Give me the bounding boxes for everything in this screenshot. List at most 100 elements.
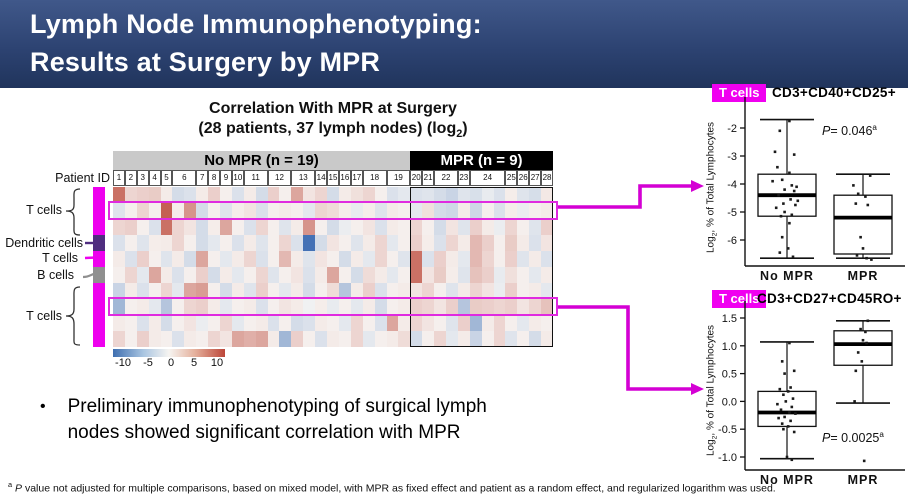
heatmap-cell — [160, 187, 173, 203]
heatmap-subtitle-close: ) — [462, 120, 468, 137]
heatmap-cell — [493, 331, 506, 347]
heatmap-cell — [208, 267, 221, 283]
heatmap-cell — [362, 219, 376, 235]
heatmap-cell — [184, 315, 197, 331]
heatmap-cell — [481, 331, 495, 347]
patient-box: 23 — [457, 170, 470, 186]
heatmap-cell — [184, 251, 197, 267]
heatmap-cell — [422, 299, 435, 315]
heatmap-cell — [267, 235, 280, 251]
heatmap-cell — [231, 203, 245, 219]
heatmap-title: Correlation With MPR at Surgery — [209, 100, 457, 117]
heatmap-cell — [374, 267, 387, 283]
heatmap-cell — [231, 299, 245, 315]
heatmap-cell — [291, 235, 304, 251]
svg-text:-5: -5 — [727, 207, 737, 219]
row-group-colorbar — [93, 187, 105, 347]
axes: 1.5 1.0 0.5 0.0 -0.5 -1.0 — [718, 301, 905, 471]
heatmap-cell — [124, 235, 138, 251]
heatmap-cell — [374, 331, 387, 347]
heatmap-grid[interactable] — [113, 187, 554, 347]
heatmap-cell — [457, 299, 471, 315]
heatmap-cell — [231, 235, 245, 251]
heatmap-cell — [208, 219, 221, 235]
patient-box: 18 — [362, 170, 387, 186]
heatmap-cell — [184, 283, 197, 299]
tcells-chip-bottom: T cells — [712, 290, 767, 308]
heatmap-cell — [172, 267, 185, 283]
patient-box: 9 — [220, 170, 232, 186]
heatmap-cell — [481, 267, 495, 283]
heatmap-cell — [386, 267, 399, 283]
heatmap-cell — [231, 283, 245, 299]
patient-id-row: 1 2 3 4 5 6 7 8 9 10 11 12 13 14 15 16 17 18 19 20 21 22 23 24 2… — [113, 170, 553, 187]
heatmap-cell — [160, 235, 173, 251]
heatmap-cell — [160, 267, 173, 283]
heatmap-cell — [505, 235, 518, 251]
heatmap-cell — [267, 299, 280, 315]
boxplot-canvas-top[interactable]: -2 -3 -4 -5 -6 — [700, 83, 908, 271]
heatmap-cell — [279, 235, 292, 251]
heatmap-cell — [338, 187, 352, 203]
heatmap-cell — [386, 283, 399, 299]
heatmap-cell — [517, 283, 530, 299]
heatmap-cell — [422, 235, 435, 251]
heatmap-cell — [481, 315, 495, 331]
heatmap-cell — [434, 219, 447, 235]
heatmap-cell — [338, 267, 352, 283]
heatmap-cell — [517, 251, 530, 267]
heatmap-cell — [517, 331, 530, 347]
heatmap-cell — [374, 187, 387, 203]
heatmap-cell — [124, 219, 138, 235]
patient-box: 1 — [113, 170, 125, 186]
heatmap-cell — [481, 203, 495, 219]
heatmap-cell — [291, 315, 304, 331]
heatmap-cell — [196, 299, 209, 315]
heatmap-cell — [243, 331, 257, 347]
heatmap-cell — [481, 251, 495, 267]
heatmap-cell — [315, 203, 328, 219]
heatmap-cell — [481, 299, 495, 315]
heatmap-cell — [136, 267, 150, 283]
cat-no-mpr: No MPR — [760, 269, 814, 283]
heatmap-cell — [493, 187, 506, 203]
heatmap-cell — [291, 203, 304, 219]
heatmap-cell — [398, 203, 411, 219]
scale-label: -5 — [143, 357, 153, 369]
heatmap-cell — [303, 299, 316, 315]
heatmap-cell — [469, 203, 483, 219]
heatmap-cell — [255, 187, 269, 203]
heatmap-cell — [208, 283, 221, 299]
heatmap-cell — [410, 203, 423, 219]
svg-text:0.5: 0.5 — [722, 369, 737, 381]
heatmap-cell — [172, 251, 185, 267]
heatmap-cell — [136, 299, 150, 315]
svg-text:-4: -4 — [727, 179, 737, 191]
heatmap-cell — [291, 331, 304, 347]
heatmap-cell — [517, 299, 530, 315]
heatmap-cell — [279, 299, 292, 315]
boxplot-canvas-bottom[interactable]: 1.5 1.0 0.5 0.0 -0.5 -1.0 — [700, 289, 908, 473]
svg-text:-0.5: -0.5 — [718, 424, 737, 436]
heatmap-cell — [493, 267, 506, 283]
heatmap-cell — [410, 187, 423, 203]
heatmap-cell — [398, 219, 411, 235]
heatmap-cell — [255, 203, 269, 219]
heatmap-cell — [124, 187, 138, 203]
heatmap-cell — [303, 235, 316, 251]
heatmap-cell — [338, 219, 352, 235]
patient-box: 17 — [350, 170, 363, 186]
rowlabel-dendritic-cells: Dendritic cells — [5, 236, 83, 250]
heatmap-cell — [362, 235, 376, 251]
heatmap-cell — [493, 315, 506, 331]
heatmap-cell — [267, 187, 280, 203]
patient-box: 15 — [327, 170, 339, 186]
heatmap-cell — [505, 315, 518, 331]
patient-box: 26 — [517, 170, 530, 186]
heatmap-cell — [517, 219, 530, 235]
heatmap-cell — [172, 187, 185, 203]
heatmap-cell — [148, 267, 162, 283]
heatmap-cell — [148, 203, 162, 219]
heatmap-cell — [279, 283, 292, 299]
jitter-points — [776, 341, 797, 462]
